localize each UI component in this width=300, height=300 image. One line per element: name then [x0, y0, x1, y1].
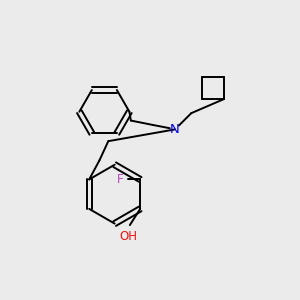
Text: N: N: [170, 123, 180, 136]
Text: OH: OH: [119, 230, 137, 242]
Text: F: F: [117, 173, 124, 186]
